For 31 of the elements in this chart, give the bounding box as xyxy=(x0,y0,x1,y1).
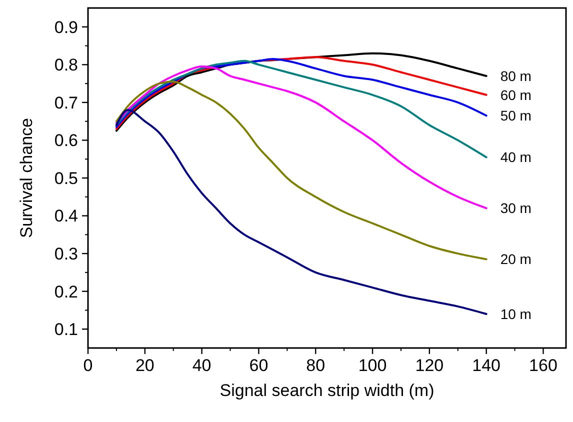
x-tick-label: 80 xyxy=(306,356,326,375)
series-label: 80 m xyxy=(500,68,532,84)
x-tick-label: 20 xyxy=(135,356,154,375)
y-tick-label: 0.2 xyxy=(54,282,78,302)
series-label: 20 m xyxy=(500,251,532,268)
y-tick-label: 0.8 xyxy=(54,56,78,75)
y-tick-label: 0.4 xyxy=(54,206,78,226)
y-tick-label: 0.5 xyxy=(54,168,78,188)
x-tick-label: 100 xyxy=(358,356,387,375)
y-axis-title: Survival chance xyxy=(17,118,36,238)
y-tick-label: 0.9 xyxy=(54,18,78,37)
series-label: 10 m xyxy=(500,306,532,322)
line-series xyxy=(115,60,488,158)
x-tick-label: 140 xyxy=(472,356,501,375)
x-tick-label: 120 xyxy=(415,356,444,375)
y-tick-label: 0.7 xyxy=(54,93,78,112)
line-series xyxy=(115,80,488,260)
series-label: 50 m xyxy=(500,108,532,124)
x-tick-label: 160 xyxy=(529,356,558,375)
y-tick-label: 0.1 xyxy=(54,320,78,340)
series-label: 60 m xyxy=(500,86,532,103)
line-series xyxy=(115,66,488,210)
line-series xyxy=(115,109,488,315)
series-label: 40 m xyxy=(500,149,532,166)
x-tick-label: 40 xyxy=(192,356,212,375)
x-tick-label: 60 xyxy=(249,356,268,375)
y-tick-label: 0.3 xyxy=(54,244,78,264)
series-label: 30 m xyxy=(500,200,532,216)
y-tick-label: 0.6 xyxy=(54,131,78,150)
x-tick-label: 0 xyxy=(83,356,93,375)
x-axis-title: Signal search strip width (m) xyxy=(220,381,434,400)
